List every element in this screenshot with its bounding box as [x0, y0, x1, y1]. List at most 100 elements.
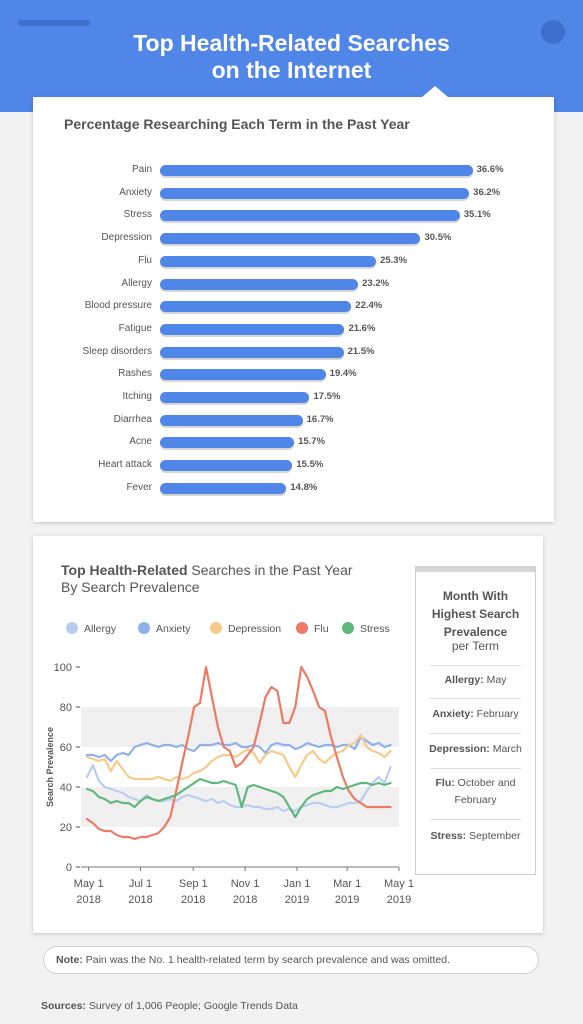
bar-value-fever: 14.8% [290, 481, 318, 493]
peak-month-heading-line2: Highest Search [431, 607, 520, 621]
bar-heart-attack [160, 460, 293, 472]
bar-label-pain: Pain [131, 164, 152, 175]
line-chart-subtitle: By Search Prevalence [61, 579, 200, 595]
bar-value-itching: 17.5% [313, 391, 341, 402]
divider [430, 698, 521, 699]
bar-stress [160, 210, 460, 222]
bar-anxiety [160, 187, 470, 199]
page-title-line1: Top Health-Related Searches [133, 30, 450, 56]
legend-swatch [210, 622, 222, 634]
callout-pointer [422, 86, 448, 97]
peak-month-value: September [466, 830, 521, 842]
sources-line: Sources: Survey of 1,006 People; Google … [41, 1000, 298, 1012]
header-banner: Top Health-Related Searches on the Inter… [0, 0, 583, 112]
peak-month-value: May [483, 674, 507, 686]
line-chart-title: Top Health-Related Searches in the Past … [61, 562, 401, 596]
bar-value-flu: 25.3% [380, 254, 407, 266]
legend-item-flu: Flu [296, 622, 329, 635]
bar-value-fatigue: 21.6% [348, 322, 376, 334]
legend-label: Stress [360, 623, 390, 635]
bar-value-acne: 15.7% [298, 436, 326, 448]
bar-acne [160, 437, 295, 449]
legend-swatch [138, 622, 150, 634]
legend-item-stress: Stress [342, 622, 390, 635]
peak-month-entry-anxiety: Anxiety: February [420, 706, 531, 723]
legend-swatch [342, 622, 354, 634]
note-label: Note: [56, 954, 83, 966]
peak-month-value: October and February [454, 777, 516, 806]
legend-swatch [296, 622, 308, 634]
bar-label-flu: Flu [138, 254, 152, 266]
bar-chart-title: Percentage Researching Each Term in the … [64, 116, 410, 132]
bar-blood-pressure [160, 301, 352, 313]
header-decoration-bar [18, 20, 90, 26]
peak-month-entry-flu: Flu: October and February [420, 775, 531, 809]
bar-value-heart-attack: 15.5% [296, 459, 324, 471]
divider [430, 819, 521, 820]
page-title-line2: on the Internet [211, 57, 372, 83]
peak-month-value: March [489, 743, 522, 755]
legend-item-allergy: Allergy [66, 622, 116, 635]
bar-value-stress: 35.1% [463, 209, 491, 221]
bar-pain [160, 165, 473, 176]
bar-value-pain: 36.6% [476, 164, 504, 175]
bar-allergy [160, 278, 359, 290]
bar-label-heart-attack: Heart attack [98, 459, 152, 471]
bar-fatigue [160, 323, 345, 335]
bar-sleep-disorders [160, 346, 344, 358]
bar-depression [160, 233, 421, 245]
sources-text: Survey of 1,006 People; Google Trends Da… [85, 1000, 298, 1012]
bar-diarrhea [160, 414, 303, 426]
divider [430, 665, 521, 666]
peak-month-entry-allergy: Allergy: May [420, 672, 531, 689]
bar-label-diarrhea: Diarrhea [113, 413, 152, 425]
bar-itching [160, 392, 310, 403]
bar-label-rashes: Rashes [118, 368, 152, 380]
bar-label-allergy: Allergy [121, 277, 152, 289]
bar-rashes [160, 369, 326, 381]
peak-month-term: Anxiety: [432, 708, 474, 720]
peak-month-heading-line1: Month With [442, 589, 509, 603]
bar-label-fever: Fever [126, 481, 152, 493]
peak-month-entry-depression: Depression: March [420, 741, 531, 758]
bar-label-anxiety: Anxiety [119, 186, 152, 198]
bar-value-blood-pressure: 22.4% [355, 300, 383, 312]
note-text: Pain was the No. 1 health-related term b… [82, 954, 450, 966]
peak-month-heading-line3: Prevalence [443, 625, 508, 639]
line-chart-title-rest: Searches in the Past Year [187, 562, 353, 578]
legend-swatch [66, 622, 78, 634]
header-decoration-dot [541, 20, 565, 44]
bar-value-rashes: 19.4% [329, 368, 357, 380]
page-title: Top Health-Related Searches on the Inter… [0, 30, 583, 84]
divider [430, 768, 521, 769]
bar-value-anxiety: 36.2% [473, 186, 501, 198]
bar-label-acne: Acne [129, 436, 152, 448]
peak-month-term: Stress: [430, 830, 467, 842]
sources-label: Sources: [41, 1000, 86, 1012]
bar-value-depression: 30.5% [424, 232, 452, 244]
peak-month-value: February [473, 708, 519, 720]
peak-month-term: Flu: [435, 777, 455, 789]
bar-value-sleep-disorders: 21.5% [347, 345, 375, 357]
peak-month-panel-topbar [416, 567, 535, 572]
bar-label-sleep-disorders: Sleep disorders [82, 345, 152, 357]
bar-value-allergy: 23.2% [362, 277, 390, 289]
bar-label-stress: Stress [123, 209, 152, 221]
bar-label-itching: Itching [122, 391, 152, 402]
bar-label-depression: Depression [101, 232, 152, 244]
divider [430, 733, 521, 734]
bar-flu [160, 255, 377, 267]
legend-label: Anxiety [156, 623, 191, 635]
bar-label-fatigue: Fatigue [118, 322, 152, 334]
bar-fever [160, 482, 287, 494]
peak-month-entry-stress: Stress: September [420, 828, 531, 845]
peak-month-heading: Month With Highest Search Prevalence [416, 587, 535, 641]
note-box: Note: Pain was the No. 1 health-related … [43, 946, 539, 974]
legend-item-anxiety: Anxiety [138, 622, 190, 635]
line-chart-title-bold: Top Health-Related [61, 562, 188, 578]
bar-value-diarrhea: 16.7% [306, 413, 334, 425]
legend-label: Allergy [84, 623, 117, 635]
bar-label-blood-pressure: Blood pressure [84, 300, 152, 312]
peak-month-panel: Month With Highest Search Prevalence per… [415, 566, 536, 875]
peak-month-term: Allergy: [444, 674, 484, 686]
